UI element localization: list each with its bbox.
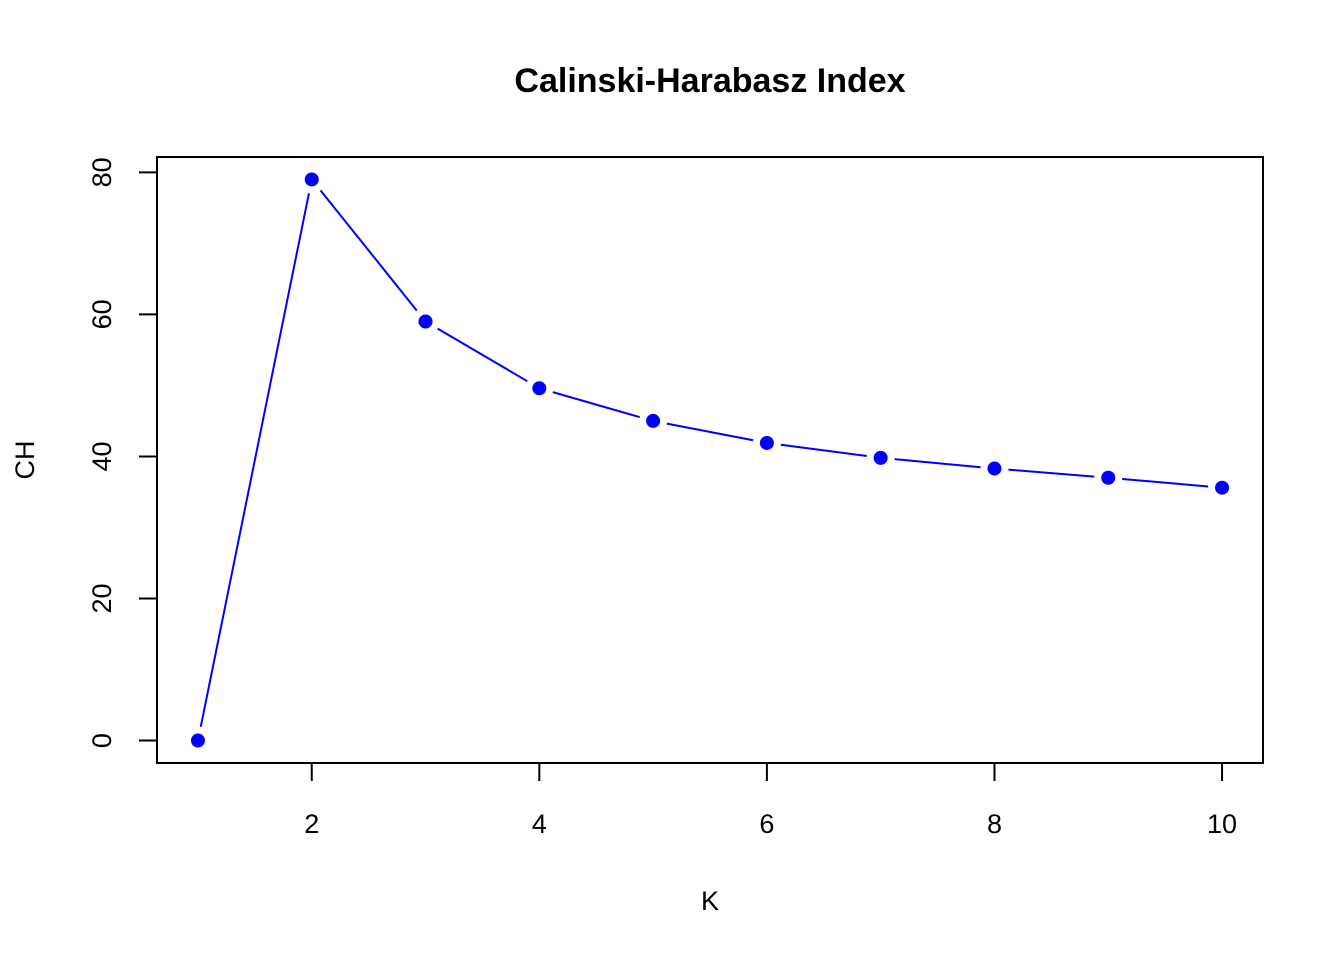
y-tick-label: 20 — [87, 583, 117, 613]
data-point — [987, 461, 1002, 476]
y-axis: 0 20 40 60 80 — [87, 157, 158, 748]
y-tick-label: 40 — [87, 441, 117, 471]
x-tick-label: 4 — [532, 809, 547, 839]
x-tick-label: 2 — [304, 809, 319, 839]
data-point — [646, 413, 661, 428]
data-point — [418, 314, 433, 329]
series-line-segment — [437, 327, 528, 383]
data-point — [873, 450, 888, 465]
series-line-segment — [1122, 477, 1209, 488]
data-point — [532, 381, 547, 396]
data-point — [1215, 480, 1230, 495]
series-line-segment — [666, 422, 754, 442]
x-axis-label: K — [701, 886, 719, 916]
data-point — [759, 435, 774, 450]
series-line — [199, 189, 1209, 728]
series-line-segment — [319, 189, 418, 312]
data-point — [304, 172, 319, 187]
chart-title: Calinski-Harabasz Index — [514, 62, 905, 100]
plot-frame — [156, 156, 1264, 764]
x-tick-label: 8 — [987, 809, 1002, 839]
series-line-segment — [199, 192, 310, 728]
y-tick-label: 60 — [87, 299, 117, 329]
y-tick-label: 0 — [87, 733, 117, 748]
y-tick-label: 80 — [87, 157, 117, 187]
data-point — [1101, 470, 1116, 485]
series-points — [190, 172, 1230, 748]
x-axis: 2 4 6 8 10 — [304, 762, 1237, 839]
series-line-segment — [552, 391, 640, 419]
x-tick-label: 6 — [759, 809, 774, 839]
y-axis-label: CH — [10, 441, 40, 480]
x-tick-label: 10 — [1207, 809, 1237, 839]
series-line-segment — [894, 458, 981, 469]
series-line-segment — [780, 443, 867, 458]
series-line-segment — [1008, 468, 1095, 478]
data-point — [190, 733, 205, 748]
